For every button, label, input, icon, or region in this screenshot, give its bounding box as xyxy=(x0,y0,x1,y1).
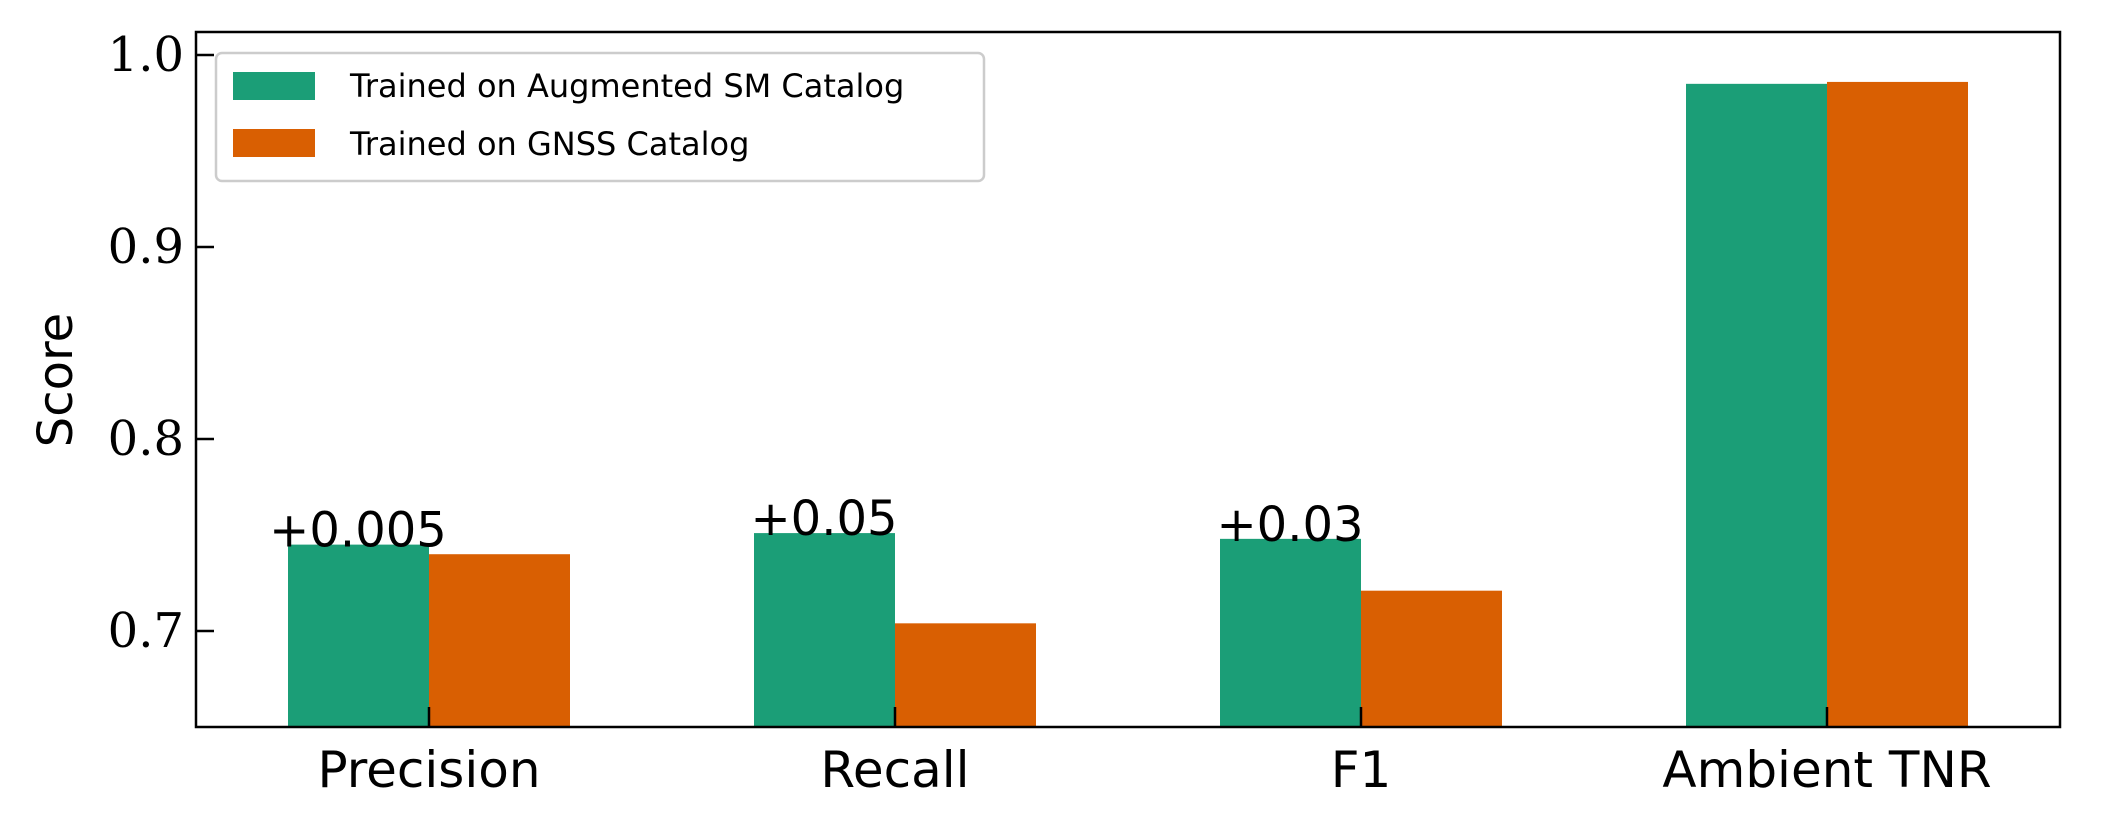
x-tick-label: F1 xyxy=(1331,741,1392,799)
annotation-recall: +0.05 xyxy=(750,491,897,547)
y-tick-label: 1.0 xyxy=(108,27,184,83)
bar-precision-series-2 xyxy=(429,554,570,727)
y-axis-label: Score xyxy=(28,313,84,447)
annotation-f1: +0.03 xyxy=(1216,497,1363,553)
bar-recall-series-1 xyxy=(754,533,895,727)
bar-recall-series-2 xyxy=(895,623,1036,727)
y-tick-label: 0.9 xyxy=(108,219,184,275)
annotations-layer: +0.005 +0.05 +0.03 xyxy=(269,491,1363,559)
legend: Trained on Augmented SM Catalog Trained … xyxy=(214,51,986,183)
bar-ambient-tnr-series-2 xyxy=(1827,81,1968,728)
x-tick-label: Recall xyxy=(820,741,969,799)
legend-swatch-series-2 xyxy=(233,129,315,157)
legend-label-series-1: Trained on Augmented SM Catalog xyxy=(349,67,904,105)
bar-ambient-tnr-series-1 xyxy=(1686,83,1827,727)
bars-layer xyxy=(288,81,1968,728)
annotation-precision: +0.005 xyxy=(269,503,447,559)
legend-box xyxy=(214,51,986,183)
x-tick-label: Precision xyxy=(317,741,540,799)
y-tick-label: 0.7 xyxy=(108,603,184,659)
x-tick-label: Ambient TNR xyxy=(1662,741,1991,799)
legend-swatch-series-1 xyxy=(233,72,315,100)
plot-frame xyxy=(194,30,2062,729)
bar-f1-series-1 xyxy=(1220,538,1361,727)
bar-precision-series-1 xyxy=(288,544,429,727)
bar-f1-series-2 xyxy=(1361,590,1502,727)
legend-label-series-2: Trained on GNSS Catalog xyxy=(349,125,749,163)
y-tick-label: 0.8 xyxy=(108,411,184,467)
ticks-layer: Precision Recall F1 Ambient TNR 0.7 0.8 0.9 1.0 xyxy=(108,27,1992,799)
